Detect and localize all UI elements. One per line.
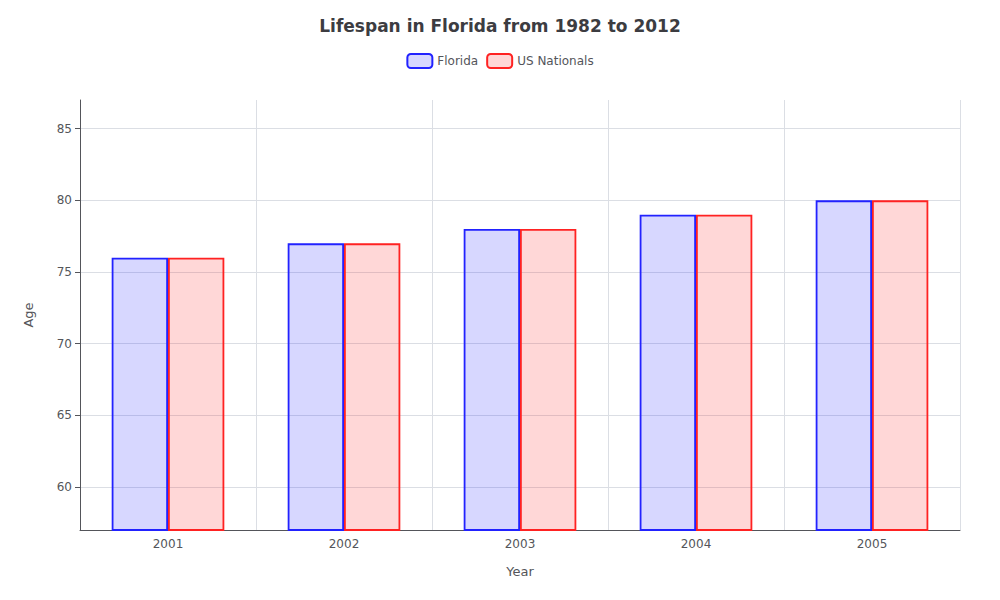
svg-text:75: 75 xyxy=(57,265,72,279)
svg-text:2004: 2004 xyxy=(681,537,712,551)
svg-text:80: 80 xyxy=(57,193,72,207)
svg-text:Florida: Florida xyxy=(437,54,478,68)
svg-text:85: 85 xyxy=(57,122,72,136)
svg-text:Age: Age xyxy=(21,302,36,327)
svg-text:2003: 2003 xyxy=(505,537,536,551)
svg-text:2002: 2002 xyxy=(329,537,360,551)
svg-text:Year: Year xyxy=(505,564,534,579)
svg-text:65: 65 xyxy=(57,408,72,422)
svg-text:2001: 2001 xyxy=(153,537,184,551)
svg-text:70: 70 xyxy=(57,337,72,351)
svg-text:60: 60 xyxy=(57,480,72,494)
svg-text:Lifespan in Florida from 1982: Lifespan in Florida from 1982 to 2012 xyxy=(319,16,680,36)
svg-text:2005: 2005 xyxy=(857,537,888,551)
svg-text:US Nationals: US Nationals xyxy=(517,54,593,68)
